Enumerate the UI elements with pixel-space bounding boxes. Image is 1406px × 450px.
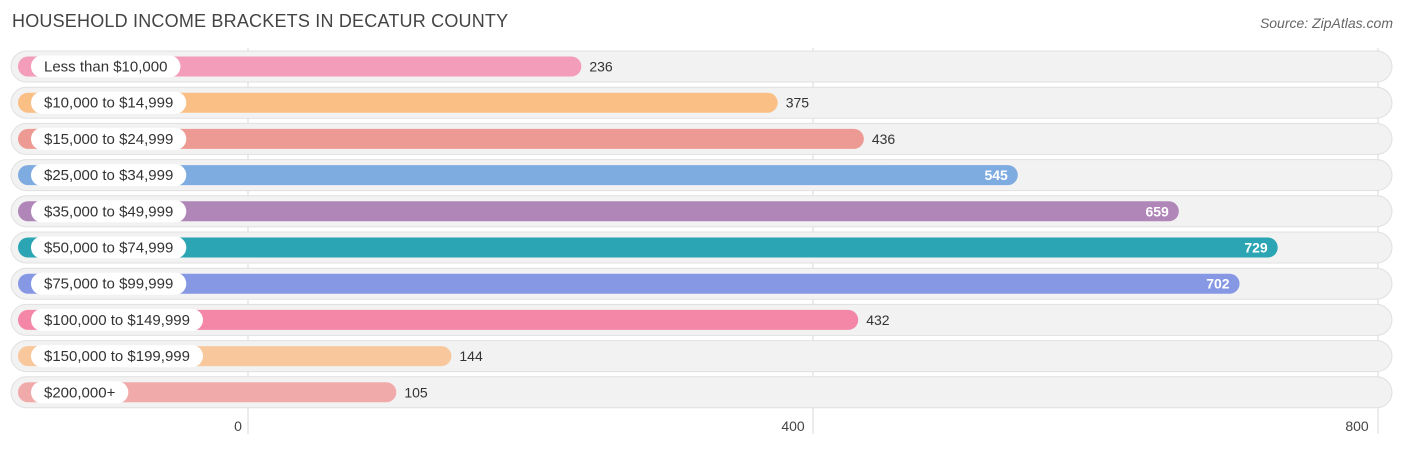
bar: [18, 92, 778, 113]
bar: [18, 309, 859, 330]
category-pill: [31, 345, 203, 368]
category-pill: [31, 55, 181, 78]
x-tick-label: 800: [1345, 418, 1369, 434]
x-tick-label: 400: [781, 418, 805, 434]
value-label: 236: [589, 59, 613, 75]
value-label: 144: [459, 348, 483, 364]
category-label: $50,000 to $74,999: [44, 240, 173, 257]
bar: [18, 165, 1018, 186]
category-label: $10,000 to $14,999: [44, 95, 173, 112]
category-label: $15,000 to $24,999: [44, 131, 173, 148]
value-label: 545: [984, 167, 1008, 183]
source-note: Source: ZipAtlas.com: [1259, 15, 1393, 31]
value-label: 436: [872, 131, 896, 147]
category-label: Less than $10,000: [44, 59, 167, 76]
value-label: 105: [404, 384, 428, 400]
category-label: $75,000 to $99,999: [44, 276, 173, 293]
chart-title: HOUSEHOLD INCOME BRACKETS IN DECATUR COU…: [12, 11, 509, 31]
bar: [18, 273, 1240, 294]
bar: [18, 237, 1278, 258]
value-label: 702: [1206, 276, 1230, 292]
category-label: $150,000 to $199,999: [44, 348, 190, 365]
category-label: $200,000+: [44, 384, 116, 401]
category-label: $35,000 to $49,999: [44, 203, 173, 220]
category-pill: [31, 272, 187, 295]
value-label: 729: [1244, 240, 1268, 256]
category-pill: [31, 236, 187, 259]
category-pill: [31, 164, 187, 187]
category-pill: [31, 91, 187, 114]
category-pill: [31, 308, 203, 331]
category-label: $25,000 to $34,999: [44, 167, 173, 184]
value-label: 659: [1145, 203, 1169, 219]
category-pill: [31, 381, 129, 404]
value-label: 432: [866, 312, 890, 328]
bar: [18, 201, 1179, 222]
bar: [18, 128, 864, 149]
x-tick-label: 0: [234, 418, 242, 434]
value-label: 375: [786, 95, 810, 111]
category-pill: [31, 200, 187, 223]
category-pill: [31, 127, 187, 150]
category-label: $100,000 to $149,999: [44, 312, 190, 329]
